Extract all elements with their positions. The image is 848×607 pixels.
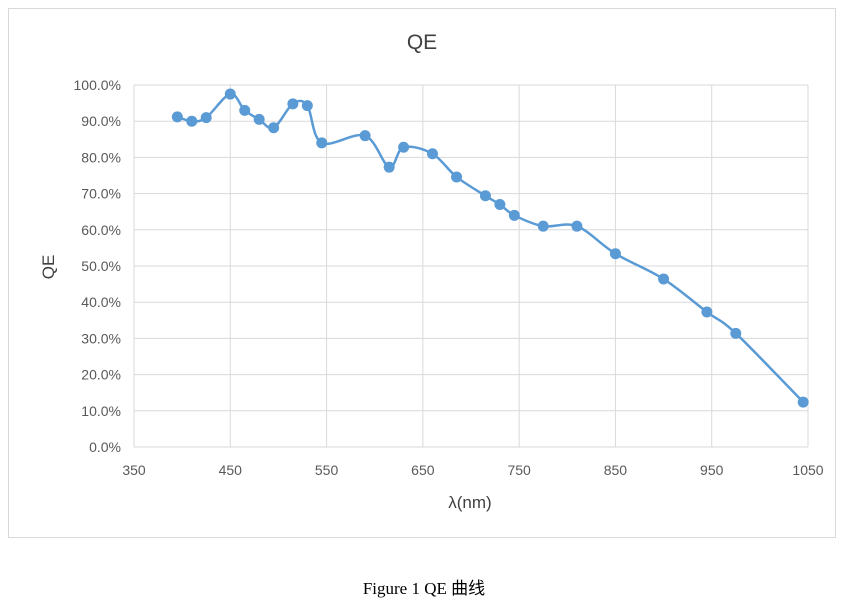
data-point bbox=[797, 396, 809, 408]
chart-frame: 0.0% 10.0% 20.0% 30.0% 40.0% 50.0% 60.0% 70.0% 8… bbox=[8, 8, 836, 538]
x-tick-label: 850 bbox=[604, 462, 628, 478]
y-tick-label: 50.0% bbox=[81, 258, 121, 274]
y-tick-label: 100.0% bbox=[74, 77, 121, 93]
qe-line-chart: 0.0% 10.0% 20.0% 30.0% 40.0% 50.0% 60.0% 70.0% 8… bbox=[39, 31, 824, 512]
x-tick-label: 650 bbox=[411, 462, 435, 478]
y-tick-label: 90.0% bbox=[81, 113, 121, 129]
axis-layer: 0.0% 10.0% 20.0% 30.0% 40.0% 50.0% 60.0% 70.0% 8… bbox=[74, 77, 824, 478]
x-tick-label: 450 bbox=[219, 462, 243, 478]
data-point bbox=[287, 98, 299, 110]
chart-title: QE bbox=[407, 31, 437, 54]
data-point bbox=[398, 141, 410, 153]
data-point bbox=[224, 88, 236, 100]
data-point bbox=[383, 161, 395, 173]
x-tick-label: 750 bbox=[507, 462, 531, 478]
grid-layer bbox=[133, 84, 809, 448]
data-point bbox=[658, 273, 670, 285]
y-tick-label: 40.0% bbox=[81, 294, 121, 310]
y-tick-label: 0.0% bbox=[89, 439, 121, 455]
data-point bbox=[200, 112, 212, 124]
x-tick-label: 350 bbox=[122, 462, 146, 478]
data-point bbox=[479, 190, 491, 202]
data-point bbox=[186, 115, 198, 127]
data-point bbox=[730, 327, 742, 339]
data-point bbox=[359, 130, 371, 142]
x-tick-label: 550 bbox=[315, 462, 339, 478]
data-point bbox=[253, 113, 265, 125]
data-point bbox=[609, 248, 621, 260]
series-line bbox=[176, 92, 805, 403]
x-tick-label: 950 bbox=[700, 462, 724, 478]
y-axis-title: QE bbox=[39, 255, 58, 280]
y-tick-label: 10.0% bbox=[81, 403, 121, 419]
y-tick-label: 80.0% bbox=[81, 149, 121, 165]
series-layer bbox=[171, 88, 809, 408]
x-axis-title: λ(nm) bbox=[448, 493, 491, 512]
data-point bbox=[239, 104, 251, 116]
data-point bbox=[301, 100, 313, 112]
data-point bbox=[426, 148, 438, 160]
figure-caption: Figure 1 QE 曲线 bbox=[362, 579, 486, 598]
data-point bbox=[268, 122, 280, 134]
y-tick-label: 70.0% bbox=[81, 186, 121, 202]
y-tick-label: 30.0% bbox=[81, 330, 121, 346]
data-point bbox=[571, 220, 583, 232]
data-point bbox=[171, 111, 183, 123]
x-tick-label: 1050 bbox=[792, 462, 823, 478]
data-point bbox=[451, 171, 463, 183]
data-point bbox=[508, 209, 520, 221]
data-point bbox=[537, 220, 549, 232]
y-tick-label: 60.0% bbox=[81, 222, 121, 238]
data-point bbox=[494, 198, 506, 210]
data-point bbox=[316, 137, 328, 149]
y-tick-label: 20.0% bbox=[81, 367, 121, 383]
data-point bbox=[701, 306, 713, 318]
